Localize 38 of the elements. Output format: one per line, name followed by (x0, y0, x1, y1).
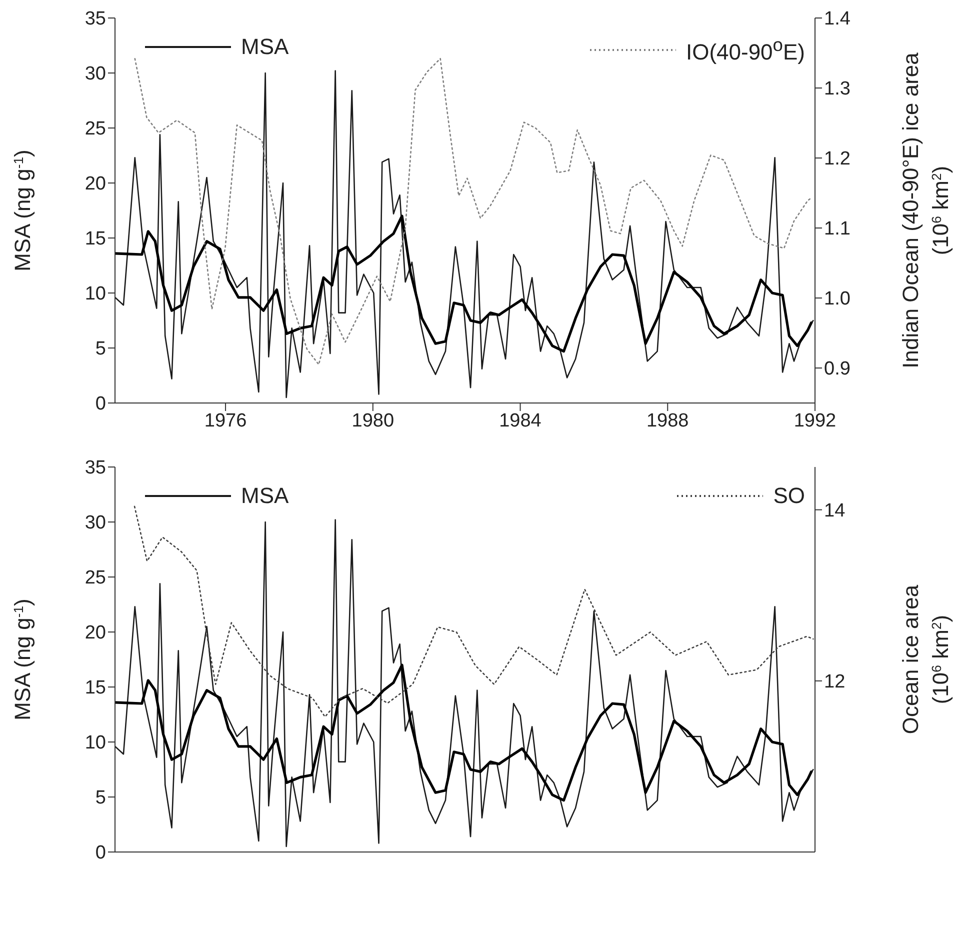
y-tick-label: 5 (95, 338, 106, 360)
y2-tick-label: 1.1 (824, 218, 850, 240)
y-tick-label: 35 (84, 458, 106, 479)
y-tick-label: 0 (95, 394, 106, 415)
y-tick-label: 10 (84, 284, 106, 305)
y2-tick-label: 0.9 (824, 358, 850, 380)
y-tick-label: 25 (84, 568, 106, 589)
y-tick-label: 30 (84, 512, 106, 534)
y-tick-label: 15 (84, 228, 106, 250)
y-tick-label: 0 (95, 842, 106, 864)
line-series (115, 70, 814, 398)
y2-tick-label: 12 (824, 672, 846, 693)
y2-tick-label: 1.4 (824, 8, 851, 30)
y-tick-label: 35 (84, 8, 106, 30)
y2-tick-label: 1.0 (824, 288, 850, 310)
x-tick-label: 1988 (646, 410, 689, 432)
line-series (134, 506, 814, 718)
x-tick-label: 1984 (499, 410, 542, 432)
x-tick-label: 1992 (794, 410, 836, 432)
y2-tick-label: 14 (824, 500, 846, 522)
y-tick-label: 15 (84, 678, 106, 699)
line-series (115, 214, 813, 353)
y-tick-label: 5 (95, 788, 106, 809)
y-tick-label: 20 (84, 622, 106, 644)
line-series (115, 519, 814, 848)
legend-label: IO(40-90$^{o}$E) (686, 34, 805, 66)
legend-label: MSA (241, 483, 289, 509)
x-tick-label: 1976 (204, 410, 247, 432)
y2-tick-label: 1.3 (824, 78, 850, 100)
legend-label: MSA (241, 34, 289, 60)
line-series (115, 664, 813, 802)
y-tick-label: 10 (84, 732, 106, 754)
y-tick-label: 30 (84, 64, 106, 85)
y-tick-label: 20 (84, 174, 106, 195)
y2-tick-label: 1.2 (824, 148, 850, 170)
y-tick-label: 25 (84, 118, 106, 140)
legend-label: SO (773, 483, 805, 509)
x-tick-label: 1980 (352, 410, 394, 432)
